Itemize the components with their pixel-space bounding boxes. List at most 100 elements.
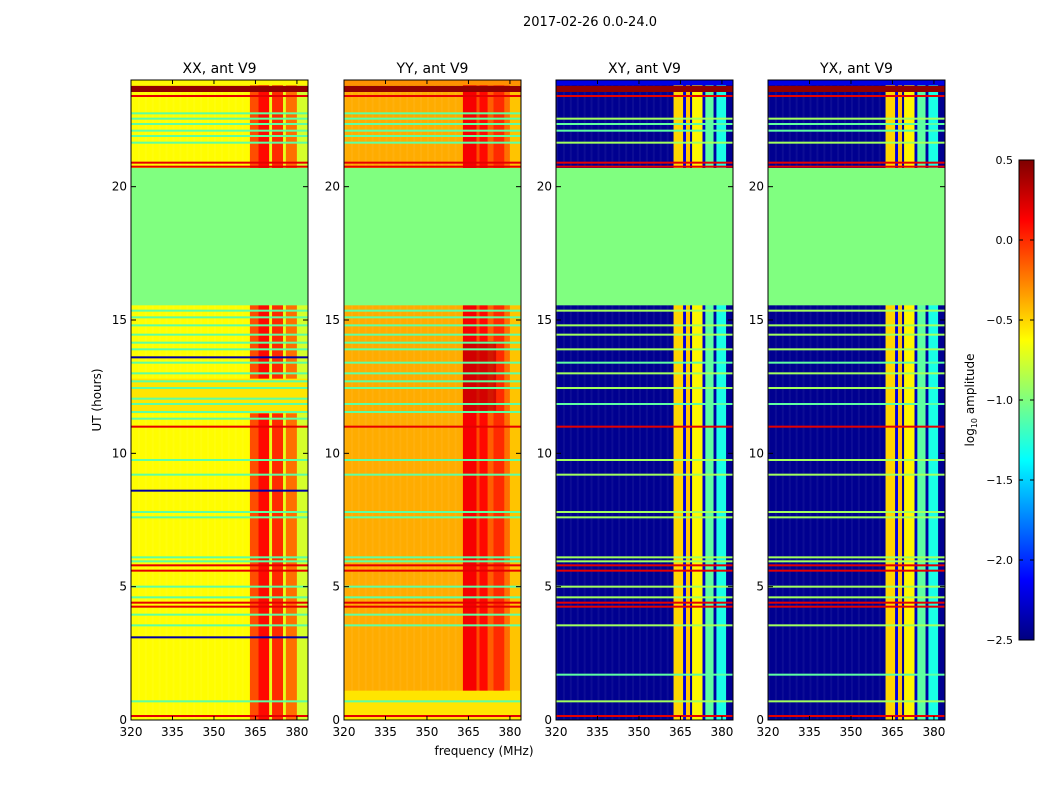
channel-stripe — [406, 80, 409, 720]
colorbar-tick-label: −2.5 — [986, 634, 1013, 647]
flagged-integration-line — [344, 411, 521, 413]
y-tick-label: 0 — [756, 713, 764, 727]
flagged-integration-line — [768, 425, 945, 428]
flagged-integration-line — [131, 348, 308, 351]
y-tick-label: 5 — [544, 580, 552, 594]
panel-yy: YY, ant V9 320 335 350 365 380 0 5 10 15 20 — [325, 61, 522, 739]
flagged-integration-line — [556, 309, 733, 312]
flagged-integration-line — [768, 309, 945, 312]
rfi-column — [673, 80, 684, 720]
heatmap — [344, 80, 521, 720]
flagged-integration-line — [344, 341, 521, 344]
x-tick-label: 380 — [922, 725, 945, 739]
flagged-integration-line — [131, 123, 308, 125]
flagged-integration-line — [556, 601, 733, 604]
heatmap — [556, 80, 733, 720]
flagged-integration-line — [131, 129, 308, 132]
flagged-integration-line — [131, 596, 308, 599]
y-tick-label: 10 — [749, 446, 764, 460]
flagged-integration-line — [556, 123, 733, 125]
flagged-integration-line — [344, 560, 521, 563]
channel-stripe — [837, 80, 840, 720]
flagged-integration-line — [768, 673, 945, 676]
flagged-integration-line — [344, 141, 521, 144]
panel-title: XY, ant V9 — [608, 61, 681, 77]
flagged-integration-line — [131, 117, 308, 120]
flagged-integration-line — [768, 141, 945, 144]
x-tick-label: 365 — [457, 725, 480, 739]
rfi-column — [702, 80, 706, 720]
colorbar-tick-label: −0.5 — [986, 314, 1013, 327]
channel-stripe — [378, 80, 381, 720]
flagged-integration-line — [556, 387, 733, 389]
flagged-integration-line — [344, 425, 521, 428]
flagged-integration-line — [768, 372, 945, 375]
rfi-column — [885, 80, 896, 720]
flagged-integration-line — [131, 473, 308, 476]
flagged-integration-line — [131, 585, 308, 588]
channel-stripe — [823, 80, 826, 720]
flagged-integration-line — [556, 715, 733, 717]
time-region — [768, 85, 945, 92]
channel-stripe — [638, 80, 641, 720]
time-region — [131, 378, 308, 414]
flagged-integration-line — [556, 516, 733, 519]
flagged-integration-line — [344, 348, 521, 351]
flagged-integration-line — [344, 129, 521, 132]
channel-stripe — [357, 80, 360, 720]
flagged-integration-line — [556, 129, 733, 132]
rfi-column — [692, 80, 703, 720]
flagged-integration-line — [556, 585, 733, 588]
flagged-integration-line — [344, 324, 521, 327]
channel-stripe — [611, 80, 614, 720]
flagged-integration-line — [131, 403, 308, 405]
flagged-integration-line — [131, 700, 308, 703]
x-tick-label: 365 — [669, 725, 692, 739]
flagged-integration-line — [768, 459, 945, 461]
rfi-column — [928, 80, 939, 720]
flagged-integration-line — [344, 112, 521, 115]
flagged-integration-line — [131, 165, 308, 168]
panel-frame — [130, 79, 309, 721]
channel-stripe — [625, 80, 628, 720]
channel-stripe — [864, 80, 867, 720]
x-tick-label: 365 — [244, 725, 267, 739]
flagged-integration-line — [556, 556, 733, 559]
flagged-integration-line — [556, 673, 733, 676]
flagged-integration-line — [768, 556, 945, 559]
rfi-column — [925, 80, 929, 720]
flagged-integration-line — [344, 333, 521, 336]
flagged-integration-line — [131, 459, 308, 461]
x-tick-label: 320 — [333, 725, 356, 739]
y-tick-label: 0 — [544, 713, 552, 727]
flagged-integration-line — [556, 605, 733, 608]
flagged-integration-line — [768, 333, 945, 336]
rfi-column — [902, 80, 905, 720]
flagged-integration-line — [344, 569, 521, 572]
channel-stripe — [788, 80, 791, 720]
flagged-integration-line — [556, 372, 733, 375]
channel-stripe — [440, 80, 443, 720]
flagged-integration-line — [768, 516, 945, 519]
flagged-integration-line — [768, 129, 945, 132]
flagged-integration-line — [344, 473, 521, 476]
rfi-column — [509, 80, 521, 720]
x-tick-label: 380 — [498, 725, 521, 739]
panel-xy: XY, ant V9 320 335 350 365 380 0 5 10 15 20 — [537, 61, 734, 739]
channel-stripe — [597, 80, 600, 720]
x-tick-label: 380 — [710, 725, 733, 739]
channel-stripe — [392, 80, 395, 720]
flagged-integration-line — [556, 624, 733, 627]
flagged-integration-line — [556, 569, 733, 572]
flagged-integration-line — [768, 361, 945, 364]
y-tick-label: 10 — [112, 446, 127, 460]
flagged-integration-line — [344, 601, 521, 604]
channel-stripe — [666, 80, 669, 720]
flagged-region — [556, 168, 733, 306]
panel-title: YX, ant V9 — [819, 61, 893, 77]
heatmap — [768, 80, 945, 720]
flagged-integration-line — [131, 341, 308, 344]
channel-stripe — [576, 80, 579, 720]
flagged-integration-line — [131, 112, 308, 115]
